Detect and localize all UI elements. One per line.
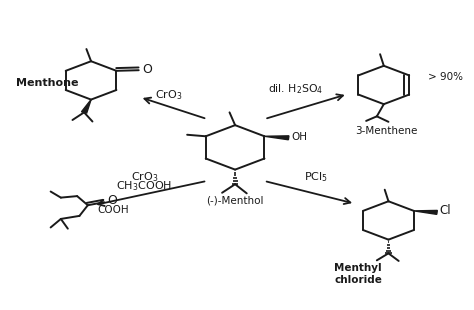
Polygon shape bbox=[82, 100, 91, 113]
Text: dil. H$_2$SO$_4$: dil. H$_2$SO$_4$ bbox=[268, 82, 323, 95]
Text: Menthyl
chloride: Menthyl chloride bbox=[334, 263, 382, 285]
Text: OH: OH bbox=[291, 132, 307, 142]
Text: CrO$_3$: CrO$_3$ bbox=[131, 170, 158, 184]
Text: PCl$_5$: PCl$_5$ bbox=[304, 170, 328, 184]
Text: CrO$_3$: CrO$_3$ bbox=[155, 88, 182, 102]
Text: Cl: Cl bbox=[439, 204, 451, 217]
Text: 3-Menthene: 3-Menthene bbox=[355, 126, 417, 136]
Polygon shape bbox=[264, 136, 289, 140]
Text: (-)-Menthol: (-)-Menthol bbox=[206, 196, 264, 206]
Text: O: O bbox=[143, 63, 152, 76]
Text: > 90%: > 90% bbox=[428, 72, 463, 82]
Polygon shape bbox=[414, 210, 438, 214]
Text: Menthone: Menthone bbox=[16, 78, 78, 88]
Text: O: O bbox=[107, 194, 117, 207]
Text: CH$_3$COOH: CH$_3$COOH bbox=[117, 179, 173, 193]
Text: COOH: COOH bbox=[98, 205, 129, 215]
